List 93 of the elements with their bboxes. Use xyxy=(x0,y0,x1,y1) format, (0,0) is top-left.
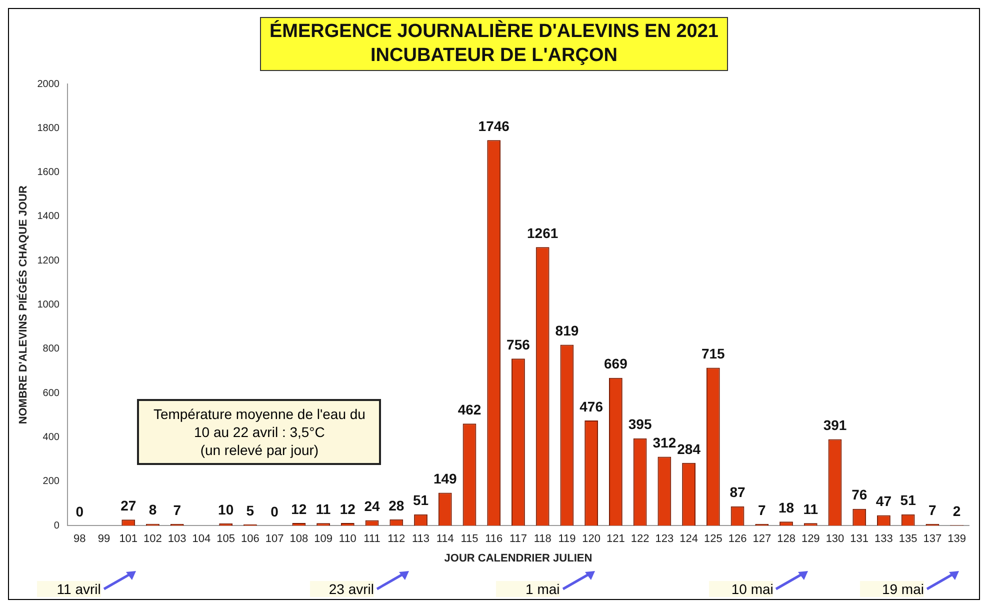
data-label: 284 xyxy=(677,440,701,457)
data-label: 12 xyxy=(340,500,356,517)
x-tick-label: 129 xyxy=(801,533,820,546)
annotation: Température moyenne de l'eau du 10 au 22 avril : 3,5°C (un relevé par jour) xyxy=(137,399,382,465)
data-label: 2 xyxy=(952,503,961,520)
data-label: 11 xyxy=(803,501,818,518)
x-tick-label: 115 xyxy=(460,533,478,546)
y-axis-title: NOMBRE D'ALEVINS PIÉGÉS CHAQUE JOUR xyxy=(16,185,30,424)
x-tick-label: 137 xyxy=(923,533,942,546)
x-tick-label: 126 xyxy=(728,533,747,546)
x-tick-label: 133 xyxy=(874,533,893,546)
y-tick-label: 1200 xyxy=(37,255,60,266)
data-label: 715 xyxy=(701,346,726,362)
x-tick-label: 135 xyxy=(898,533,918,546)
data-label: 10 xyxy=(218,501,234,518)
y-tick-label: 1000 xyxy=(37,300,60,311)
x-tick-label: 118 xyxy=(534,533,552,546)
text: 1 mai xyxy=(496,581,560,597)
y-tick-label: 600 xyxy=(42,388,60,399)
data-label: 7 xyxy=(173,502,182,518)
data-label: 312 xyxy=(652,434,676,451)
data-label: 18 xyxy=(778,499,794,516)
x-tick-label: 113 xyxy=(412,533,430,546)
x-tick-label: 125 xyxy=(704,533,722,546)
data-label: 28 xyxy=(388,497,404,514)
data-label: 0 xyxy=(270,503,279,520)
data-label: 51 xyxy=(412,492,429,508)
data-label: 669 xyxy=(604,356,628,372)
data-label: 47 xyxy=(876,493,892,510)
data-label: 0 xyxy=(76,503,84,520)
y-tick-label: 1400 xyxy=(37,211,60,222)
x-tick-label: 104 xyxy=(192,533,211,546)
data-label: 462 xyxy=(458,401,482,418)
x-tick-label: 139 xyxy=(948,533,966,546)
x-tick-label: 111 xyxy=(364,533,380,546)
x-tick-label: 98 xyxy=(74,533,86,546)
data-label: 395 xyxy=(628,416,652,432)
data-label: 1261 xyxy=(527,225,558,242)
data-label: 7 xyxy=(758,502,766,518)
x-tick-label: 122 xyxy=(630,533,650,546)
x-tick-label: 114 xyxy=(436,533,454,546)
chart-subtitle: INCUBATEUR DE L'ARÇON xyxy=(370,44,618,68)
x-tick-label: 124 xyxy=(680,533,698,546)
x-tick-label: 128 xyxy=(777,533,796,546)
x-tick-label: 123 xyxy=(655,533,674,546)
data-label: 7 xyxy=(928,502,937,518)
x-tick-label: 112 xyxy=(388,533,406,546)
data-label: 8 xyxy=(148,502,157,518)
data-label: 391 xyxy=(823,417,847,434)
text: 11 avril xyxy=(36,581,101,597)
x-tick-label: 108 xyxy=(290,533,308,546)
x-tick-label: 103 xyxy=(168,533,186,546)
data-label: 12 xyxy=(291,500,307,517)
x-tick-label: 131 xyxy=(850,533,869,546)
data-label: 476 xyxy=(580,398,604,414)
data-label: 756 xyxy=(506,336,530,353)
data-label: 11 xyxy=(316,501,331,518)
y-tick-label: 2000 xyxy=(37,78,60,90)
data-label: 1746 xyxy=(478,118,510,134)
y-tick-label: 800 xyxy=(42,344,60,355)
x-tick-label: 106 xyxy=(241,533,260,546)
y-tick-label: 1800 xyxy=(37,122,60,134)
data-label: 87 xyxy=(730,484,746,500)
x-tick-label: 119 xyxy=(558,533,576,546)
x-tick-label: 99 xyxy=(98,533,110,546)
x-tick-label: 116 xyxy=(485,533,503,546)
data-label: 819 xyxy=(555,322,579,339)
x-tick-label: 120 xyxy=(582,533,600,546)
data-label: 24 xyxy=(364,498,380,514)
x-tick-label: 101 xyxy=(119,533,138,546)
x-tick-label: 105 xyxy=(216,533,236,546)
text: 19 mai xyxy=(860,581,924,597)
x-tick-label: 117 xyxy=(509,533,527,546)
data-label: 27 xyxy=(120,498,136,514)
text: 10 mai xyxy=(709,581,774,597)
x-tick-label: 130 xyxy=(826,533,844,546)
chart-title: ÉMERGENCE JOURNALIÈRE D'ALEVINS EN 2021 xyxy=(269,20,718,44)
y-tick-label: 400 xyxy=(42,432,60,444)
x-axis-title: JOUR CALENDRIER JULIEN xyxy=(444,552,592,564)
y-tick-label: 1600 xyxy=(37,167,60,178)
y-tick-label: 0 xyxy=(54,520,60,532)
text: 23 avril xyxy=(310,581,374,597)
x-tick-label: 121 xyxy=(606,533,625,546)
data-label: 149 xyxy=(433,470,458,487)
x-tick-label: 109 xyxy=(314,533,332,546)
x-tick-label: 127 xyxy=(752,533,772,546)
data-label: 76 xyxy=(852,486,868,503)
data-label: 51 xyxy=(900,492,916,508)
y-tick-label: 200 xyxy=(42,476,60,488)
x-tick-label: 110 xyxy=(338,533,356,546)
x-tick-label: 107 xyxy=(265,533,284,546)
data-label: 5 xyxy=(246,502,254,518)
x-tick-label: 102 xyxy=(144,533,162,546)
